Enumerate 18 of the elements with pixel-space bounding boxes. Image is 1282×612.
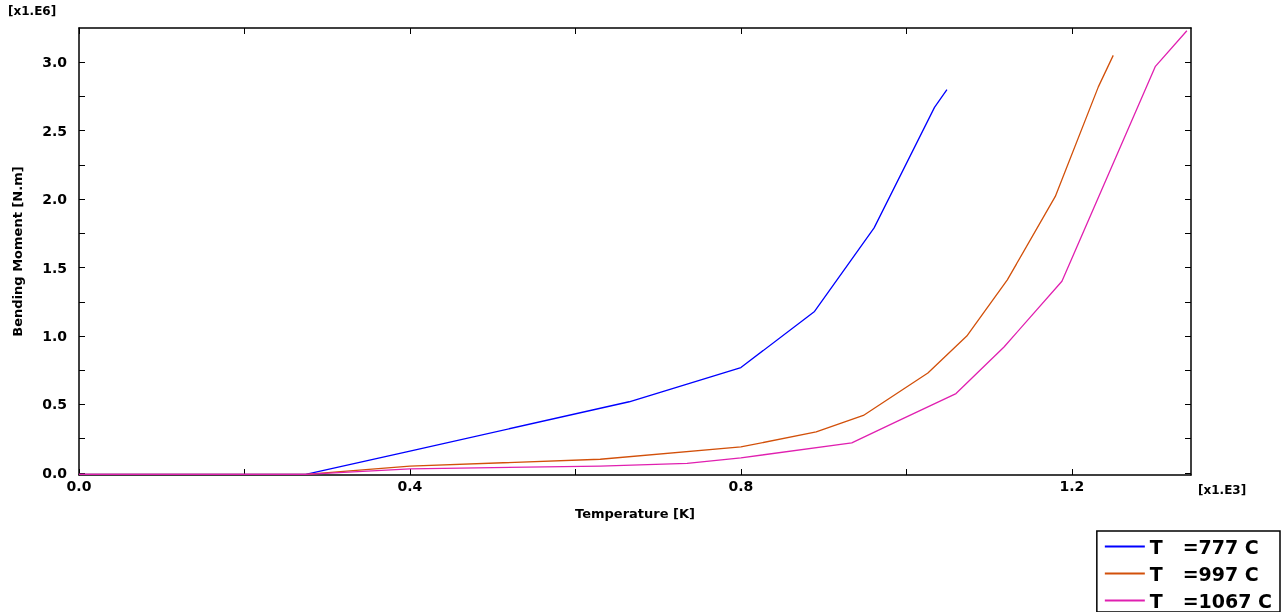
- text: [x1.E3]: [1198, 483, 1247, 497]
- x-tick-label: 0.8: [728, 478, 754, 494]
- y-axis-title: Bending Moment [N.m]: [10, 166, 25, 337]
- y-tick-label: 2.5: [42, 122, 67, 139]
- x-tick-label: 0.4: [397, 478, 423, 494]
- legend-label: T =997 C: [1149, 562, 1259, 585]
- y-tick-label: 1.5: [42, 259, 67, 276]
- y-tick-label: 3.0: [42, 54, 68, 71]
- y-tick-label: 2.0: [42, 191, 68, 208]
- y-tick-label: 0.0: [42, 464, 68, 481]
- legend-label: T =777 C: [1149, 535, 1259, 558]
- x-tick-label: 1.2: [1059, 478, 1085, 494]
- y-tick-label: 0.5: [42, 396, 67, 413]
- legend-label: T =1067 C: [1149, 589, 1273, 612]
- x-tick-label: 0.0: [66, 478, 92, 494]
- y-tick-label: 1.0: [42, 328, 68, 345]
- text: [x1.E6]: [8, 4, 57, 18]
- x-axis-title: Temperature [K]: [575, 506, 695, 521]
